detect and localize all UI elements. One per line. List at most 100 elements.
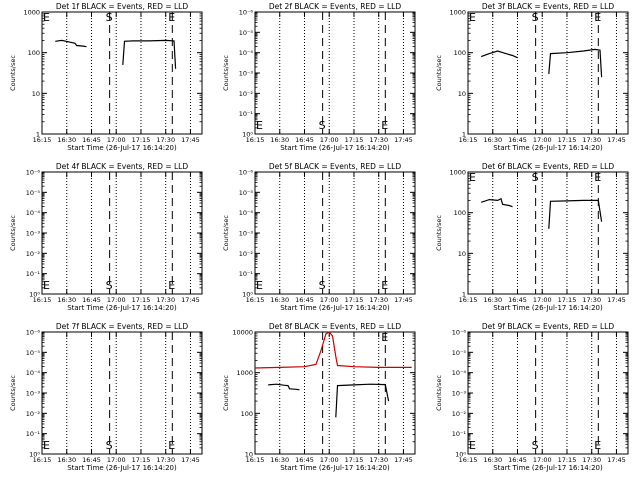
marker-label: E bbox=[43, 439, 50, 452]
x-tick-label: 16:45 bbox=[508, 456, 527, 464]
x-axis-label: Start Time (26-Jul-17 16:14:20) bbox=[493, 144, 603, 152]
panel-title: Det 5f BLACK = Events, RED = LLD bbox=[269, 162, 402, 171]
y-tick-label: 10⁻¹ bbox=[452, 430, 467, 438]
x-axis-label: Start Time (26-Jul-17 16:14:20) bbox=[67, 144, 177, 152]
y-tick-label: 10⁻⁵ bbox=[26, 189, 41, 197]
marker-label: S bbox=[532, 11, 539, 24]
detector-panel-4: Det 4f BLACK = Events, RED = LLD10⁻⁶10⁻⁵… bbox=[9, 162, 202, 312]
y-tick-label: 10 bbox=[458, 90, 466, 98]
x-tick-label: 16:30 bbox=[270, 136, 289, 144]
x-tick-label: 16:45 bbox=[82, 136, 101, 144]
y-tick-label: 10⁻⁴ bbox=[239, 209, 254, 217]
x-tick-label: 16:45 bbox=[295, 456, 314, 464]
y-tick-label: 100 bbox=[454, 209, 466, 217]
x-tick-label: 17:30 bbox=[582, 456, 601, 464]
detector-panel-8: Det 8f BLACK = Events, RED = LLD 10000 100… bbox=[222, 322, 415, 472]
x-tick-label: 17:45 bbox=[607, 456, 626, 464]
x-tick-label: 17:00 bbox=[533, 136, 552, 144]
plot-frame bbox=[42, 12, 202, 134]
y-axis-label: Counts/sec bbox=[222, 55, 230, 91]
y-tick-label: 10⁻⁴ bbox=[239, 49, 254, 57]
x-tick-label: 17:15 bbox=[558, 456, 577, 464]
y-tick-label: 100 bbox=[454, 49, 466, 57]
marker-label: S bbox=[532, 171, 539, 184]
y-tick-label: 10⁻² bbox=[26, 410, 41, 418]
marker-label: E bbox=[381, 331, 388, 344]
y-tick-label: 1000 bbox=[449, 169, 466, 177]
x-tick-label: 17:15 bbox=[132, 456, 151, 464]
x-tick-label: 17:15 bbox=[345, 296, 364, 304]
y-axis-label: Counts/sec bbox=[222, 375, 230, 411]
x-tick-label: 17:00 bbox=[533, 456, 552, 464]
x-tick-label: 17:30 bbox=[369, 136, 388, 144]
x-tick-label: 17:30 bbox=[369, 296, 388, 304]
x-tick-label: 17:45 bbox=[607, 136, 626, 144]
x-tick-label: 17:45 bbox=[181, 136, 200, 144]
detector-panel-9: Det 9f BLACK = Events, RED = LLD 10⁻⁶ 10⁻⁵… bbox=[435, 322, 628, 472]
y-tick-label: 100 bbox=[241, 410, 253, 418]
x-tick-label: 17:30 bbox=[156, 296, 175, 304]
y-axis-label: Counts/sec bbox=[435, 375, 443, 411]
plot-frame bbox=[468, 172, 628, 294]
marker-label: S bbox=[106, 279, 113, 292]
x-axis-label: Start Time (26-Jul-17 16:14:20) bbox=[493, 304, 603, 312]
plot-frame bbox=[468, 12, 628, 134]
x-tick-label: 17:00 bbox=[107, 296, 126, 304]
series-line-events bbox=[336, 384, 389, 417]
plot-frame bbox=[42, 172, 202, 294]
x-tick-label: 17:45 bbox=[607, 296, 626, 304]
x-tick-label: 17:30 bbox=[156, 136, 175, 144]
x-tick-label: 16:15 bbox=[246, 136, 265, 144]
x-tick-label: 17:30 bbox=[369, 456, 388, 464]
y-tick-label: 10⁻⁶ bbox=[452, 329, 467, 337]
x-tick-label: 16:45 bbox=[295, 296, 314, 304]
y-axis-label: Counts/sec bbox=[222, 215, 230, 251]
marker-label: S bbox=[106, 11, 113, 24]
panel-title: Det 1f BLACK = Events, RED = LLD bbox=[56, 2, 189, 11]
x-tick-label: 16:30 bbox=[270, 296, 289, 304]
detector-panel-6: Det 6f BLACK = Events, RED = LLD 1000 100 1… bbox=[435, 162, 628, 312]
x-tick-label: 17:15 bbox=[345, 456, 364, 464]
detector-panel-1: Det 1f BLACK = Events, RED = LLD 1000 100 1… bbox=[9, 2, 202, 152]
x-tick-label: 17:45 bbox=[181, 456, 200, 464]
y-tick-label: 10⁻⁶ bbox=[239, 169, 254, 177]
x-axis-label: Start Time (26-Jul-17 16:14:20) bbox=[67, 464, 177, 472]
x-axis-label: Start Time (26-Jul-17 16:14:20) bbox=[280, 304, 390, 312]
y-axis-label: Counts/sec bbox=[9, 215, 17, 251]
x-tick-label: 16:30 bbox=[57, 456, 76, 464]
y-tick-label: 1000 bbox=[236, 369, 253, 377]
plot-frame bbox=[42, 332, 202, 454]
y-tick-label: 10⁻⁴ bbox=[26, 209, 41, 217]
x-tick-label: 16:15 bbox=[33, 136, 52, 144]
y-axis-label: Counts/sec bbox=[435, 55, 443, 91]
panel-title: Det 2f BLACK = Events, RED = LLD bbox=[269, 2, 402, 11]
x-tick-label: 17:15 bbox=[558, 296, 577, 304]
y-tick-label: 10⁻¹ bbox=[239, 270, 254, 278]
x-tick-label: 16:15 bbox=[459, 456, 478, 464]
y-tick-label: 10⁻³ bbox=[26, 230, 41, 238]
x-tick-label: 17:00 bbox=[320, 296, 339, 304]
x-axis-label: Start Time (26-Jul-17 16:14:20) bbox=[280, 144, 390, 152]
x-tick-label: 17:00 bbox=[107, 136, 126, 144]
marker-label: E bbox=[594, 11, 601, 24]
x-tick-label: 17:45 bbox=[394, 296, 413, 304]
y-tick-label: 10⁻⁶ bbox=[26, 169, 41, 177]
x-tick-label: 16:45 bbox=[508, 136, 527, 144]
series-line-events bbox=[268, 384, 299, 390]
marker-label: E bbox=[381, 279, 388, 292]
x-axis-label: Start Time (26-Jul-17 16:14:20) bbox=[493, 464, 603, 472]
x-tick-label: 16:45 bbox=[82, 456, 101, 464]
marker-label: E bbox=[469, 439, 476, 452]
detector-panel-5: Det 5f BLACK = Events, RED = LLD 10⁻⁶ 10⁻⁵… bbox=[222, 162, 415, 312]
x-tick-label: 16:15 bbox=[459, 136, 478, 144]
x-tick-label: 17:30 bbox=[582, 136, 601, 144]
y-tick-label: 100 bbox=[28, 49, 40, 57]
y-tick-label: 10 bbox=[458, 250, 466, 258]
x-tick-label: 16:30 bbox=[270, 456, 289, 464]
panel-title: Det 3f BLACK = Events, RED = LLD bbox=[482, 2, 615, 11]
x-tick-label: 16:15 bbox=[33, 296, 52, 304]
series-line-events bbox=[123, 40, 176, 68]
y-axis-label: Counts/sec bbox=[9, 55, 17, 91]
marker-label: E bbox=[256, 279, 263, 292]
